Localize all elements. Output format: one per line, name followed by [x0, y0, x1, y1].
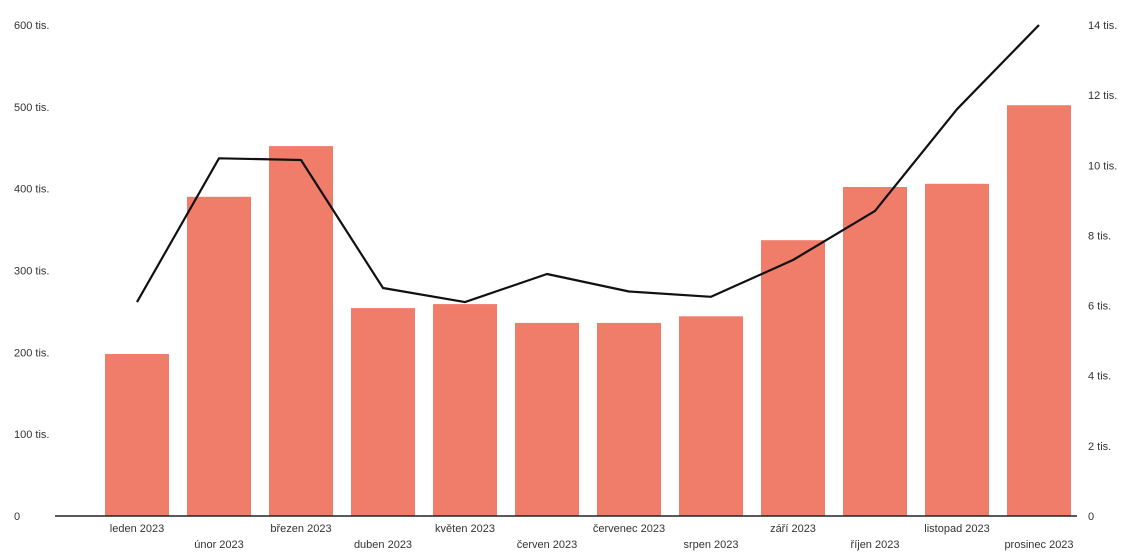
bar-2 — [187, 196, 251, 517]
bar-3 — [269, 146, 333, 516]
left-axis-ticks: 0 100 tis. 200 tis. 300 tis. 400 tis. 500 tis… — [14, 20, 49, 523]
right-tick-label: 2 tis. — [1088, 441, 1111, 453]
category-label: prosinec 2023 — [1004, 539, 1073, 551]
bar-8 — [679, 316, 743, 516]
left-tick-label: 400 tis. — [14, 184, 49, 196]
right-tick-label: 10 tis. — [1088, 160, 1117, 172]
right-tick-label: 4 tis. — [1088, 371, 1111, 383]
left-tick-label: 300 tis. — [14, 266, 49, 278]
category-labels: leden 2023 únor 2023 březen 2023 duben 2023… — [110, 523, 1074, 551]
right-tick-label: 0 — [1088, 511, 1094, 523]
bar-12 — [1007, 105, 1071, 516]
right-tick-label: 8 tis. — [1088, 230, 1111, 242]
left-tick-label: 200 tis. — [14, 347, 49, 359]
bar-7 — [597, 322, 661, 516]
category-label: srpen 2023 — [683, 539, 738, 551]
right-tick-label: 6 tis. — [1088, 301, 1111, 313]
category-label: duben 2023 — [354, 539, 412, 551]
category-label: říjen 2023 — [851, 539, 900, 551]
category-label: únor 2023 — [194, 539, 244, 551]
bar-10 — [843, 187, 907, 516]
left-tick-label: 600 tis. — [14, 20, 49, 32]
bar-1 — [105, 354, 169, 516]
right-tick-label: 14 tis. — [1088, 20, 1117, 32]
category-label: červen 2023 — [517, 539, 578, 551]
right-axis-ticks: 0 2 tis. 4 tis. 6 tis. 8 tis. 10 tis. 12 tis. 1… — [1088, 20, 1117, 523]
category-label: květen 2023 — [435, 523, 495, 535]
category-label: červenec 2023 — [593, 523, 665, 535]
left-tick-label: 500 tis. — [14, 102, 49, 114]
bar-series — [105, 105, 1071, 517]
bar-11 — [925, 183, 989, 517]
line-series — [136, 24, 1040, 304]
category-label: září 2023 — [770, 523, 816, 535]
left-tick-label: 100 tis. — [14, 429, 49, 441]
bar-6 — [515, 322, 579, 516]
category-label: listopad 2023 — [924, 523, 989, 535]
bar-4 — [351, 308, 415, 516]
category-label: březen 2023 — [270, 523, 331, 535]
category-label: leden 2023 — [110, 523, 164, 535]
bar-9 — [761, 240, 825, 516]
left-tick-label: 0 — [14, 511, 20, 523]
bar-5 — [433, 304, 497, 516]
right-tick-label: 12 tis. — [1088, 90, 1117, 102]
